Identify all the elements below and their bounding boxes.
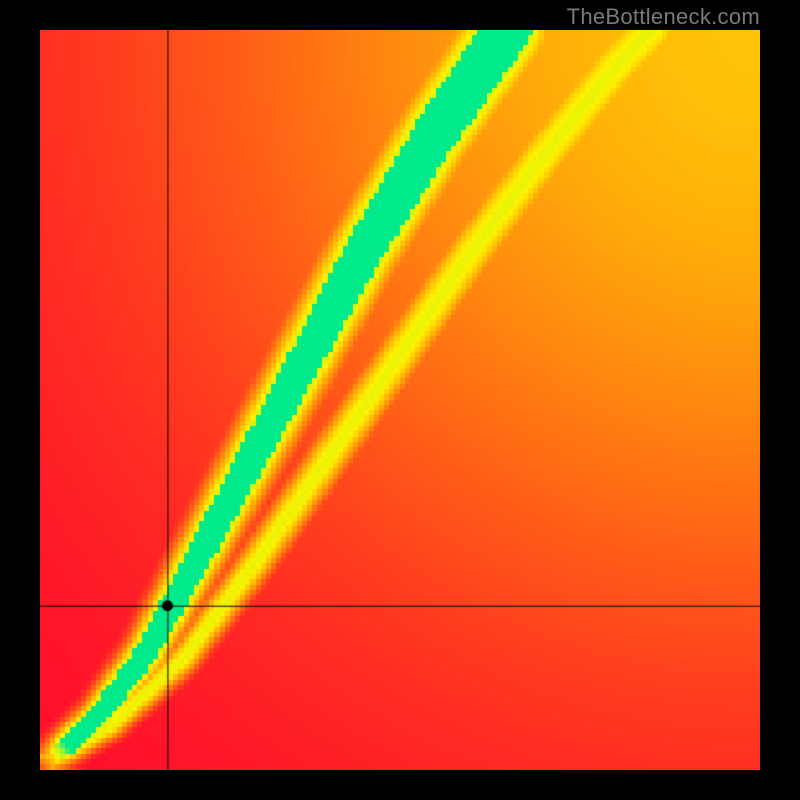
watermark-text: TheBottleneck.com <box>567 4 760 30</box>
bottleneck-heatmap-plot <box>40 30 760 770</box>
crosshair-overlay <box>40 30 760 770</box>
